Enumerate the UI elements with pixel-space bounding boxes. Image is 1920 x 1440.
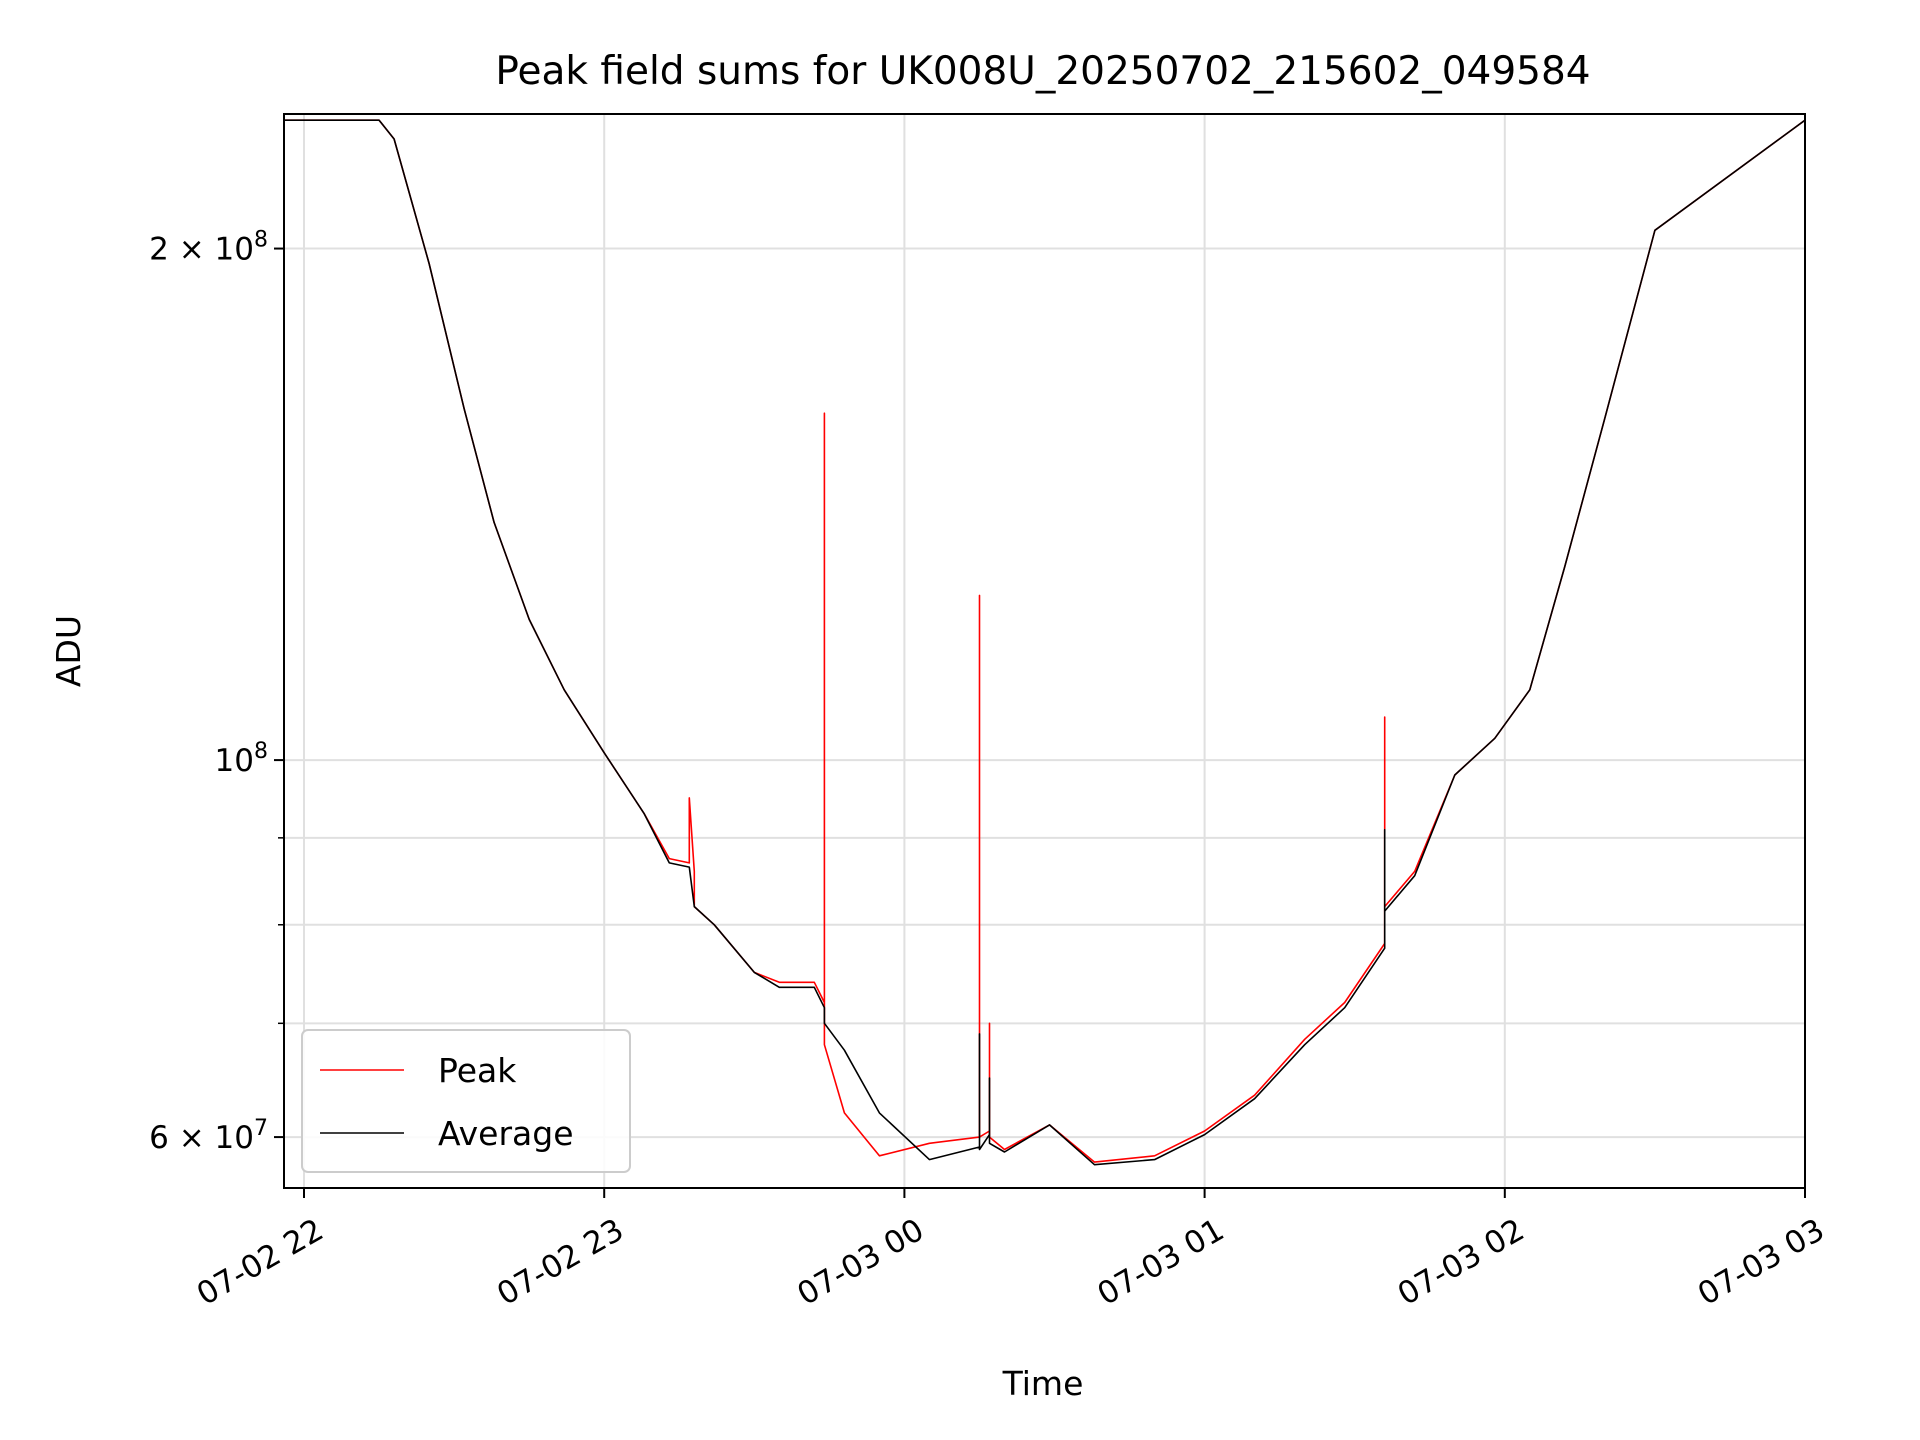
x-tick-label: 07-03 00 (791, 1212, 930, 1313)
series-line-peak (284, 119, 1806, 1163)
legend: Peak Average (301, 1029, 631, 1173)
chart-title: Peak field sums for UK008U_20250702_2156… (495, 49, 1590, 94)
y-axis-label: ADU (49, 615, 88, 687)
y-axis: 2 × 108 108 6 × 107 (149, 228, 284, 1156)
legend-label-average: Average (438, 1114, 574, 1153)
x-tick-label: 07-03 02 (1392, 1212, 1531, 1313)
plot-series (284, 119, 1806, 1166)
x-tick-label: 07-02 22 (191, 1212, 330, 1313)
plot-frame (283, 113, 1806, 1189)
x-axis-label: Time (1002, 1364, 1084, 1403)
grid (284, 114, 1806, 1188)
x-tick-label: 07-03 01 (1092, 1212, 1231, 1313)
y-tick-label: 108 (215, 739, 268, 779)
y-tick-label: 2 × 108 (149, 228, 268, 268)
legend-box (301, 1029, 631, 1173)
x-axis: 07-02 22 07-02 23 07-03 00 07-03 01 07-03 02… (191, 1188, 1831, 1313)
y-tick-label: 6 × 107 (149, 1116, 268, 1156)
x-tick-label: 07-03 03 (1692, 1212, 1831, 1313)
series-line-average (284, 119, 1806, 1166)
legend-label-peak: Peak (438, 1051, 517, 1090)
x-tick-label: 07-02 23 (491, 1212, 630, 1313)
